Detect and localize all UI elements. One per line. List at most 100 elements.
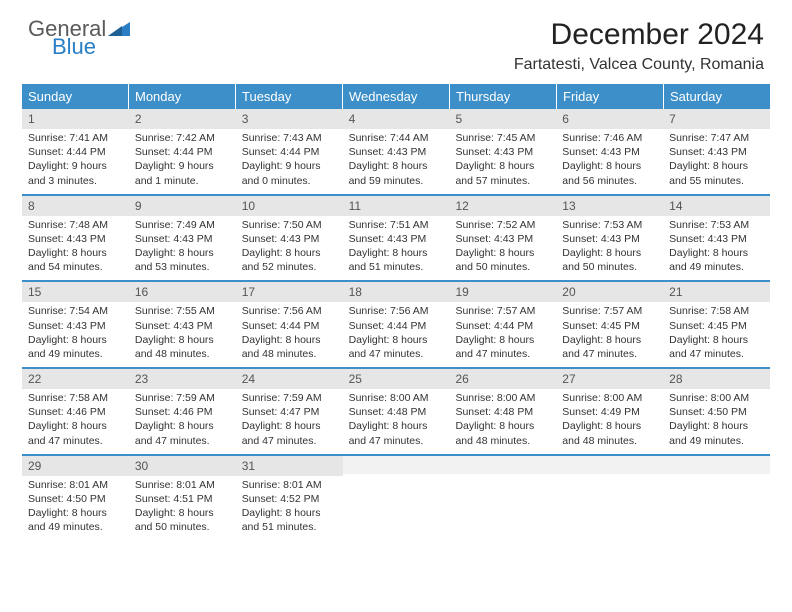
sunrise-text: Sunrise: 7:43 AM <box>242 131 337 145</box>
day-details: Sunrise: 7:45 AMSunset: 4:43 PMDaylight:… <box>449 129 556 194</box>
daylight-text: Daylight: 8 hours and 56 minutes. <box>562 159 657 187</box>
sunset-text: Sunset: 4:50 PM <box>669 405 764 419</box>
sunset-text: Sunset: 4:44 PM <box>349 319 444 333</box>
day-details: Sunrise: 7:57 AMSunset: 4:44 PMDaylight:… <box>449 302 556 367</box>
day-details: Sunrise: 7:46 AMSunset: 4:43 PMDaylight:… <box>556 129 663 194</box>
daylight-text: Daylight: 8 hours and 47 minutes. <box>135 419 230 447</box>
day-header-monday: Monday <box>129 84 236 109</box>
day-details: Sunrise: 8:01 AMSunset: 4:52 PMDaylight:… <box>236 476 343 541</box>
day-details: Sunrise: 8:00 AMSunset: 4:49 PMDaylight:… <box>556 389 663 454</box>
sunset-text: Sunset: 4:43 PM <box>455 232 550 246</box>
calendar-cell: 13Sunrise: 7:53 AMSunset: 4:43 PMDayligh… <box>556 196 663 281</box>
daylight-text: Daylight: 8 hours and 48 minutes. <box>562 419 657 447</box>
sunrise-text: Sunrise: 7:48 AM <box>28 218 123 232</box>
calendar-cell <box>343 456 450 541</box>
day-details: Sunrise: 7:47 AMSunset: 4:43 PMDaylight:… <box>663 129 770 194</box>
day-number: 25 <box>343 369 450 389</box>
calendar-cell: 20Sunrise: 7:57 AMSunset: 4:45 PMDayligh… <box>556 282 663 367</box>
day-details: Sunrise: 8:01 AMSunset: 4:51 PMDaylight:… <box>129 476 236 541</box>
sunset-text: Sunset: 4:48 PM <box>349 405 444 419</box>
day-details: Sunrise: 7:49 AMSunset: 4:43 PMDaylight:… <box>129 216 236 281</box>
calendar-cell: 14Sunrise: 7:53 AMSunset: 4:43 PMDayligh… <box>663 196 770 281</box>
daylight-text: Daylight: 8 hours and 49 minutes. <box>28 333 123 361</box>
title-block: December 2024 Fartatesti, Valcea County,… <box>514 18 764 74</box>
daylight-text: Daylight: 8 hours and 53 minutes. <box>135 246 230 274</box>
daylight-text: Daylight: 9 hours and 1 minute. <box>135 159 230 187</box>
daylight-text: Daylight: 8 hours and 55 minutes. <box>669 159 764 187</box>
sunset-text: Sunset: 4:47 PM <box>242 405 337 419</box>
sunset-text: Sunset: 4:43 PM <box>562 232 657 246</box>
day-details: Sunrise: 7:44 AMSunset: 4:43 PMDaylight:… <box>343 129 450 194</box>
logo-triangle-icon <box>108 20 130 36</box>
day-header-tuesday: Tuesday <box>236 84 343 109</box>
sunset-text: Sunset: 4:46 PM <box>135 405 230 419</box>
calendar-cell: 16Sunrise: 7:55 AMSunset: 4:43 PMDayligh… <box>129 282 236 367</box>
daylight-text: Daylight: 8 hours and 49 minutes. <box>28 506 123 534</box>
day-number: 21 <box>663 282 770 302</box>
week-row: 8Sunrise: 7:48 AMSunset: 4:43 PMDaylight… <box>22 196 770 283</box>
sunrise-text: Sunrise: 8:00 AM <box>669 391 764 405</box>
day-header-wednesday: Wednesday <box>343 84 450 109</box>
sunrise-text: Sunrise: 7:53 AM <box>669 218 764 232</box>
sunset-text: Sunset: 4:43 PM <box>349 232 444 246</box>
calendar-cell: 11Sunrise: 7:51 AMSunset: 4:43 PMDayligh… <box>343 196 450 281</box>
day-number: 10 <box>236 196 343 216</box>
sunset-text: Sunset: 4:43 PM <box>562 145 657 159</box>
calendar-cell: 8Sunrise: 7:48 AMSunset: 4:43 PMDaylight… <box>22 196 129 281</box>
sunset-text: Sunset: 4:43 PM <box>135 319 230 333</box>
daylight-text: Daylight: 8 hours and 48 minutes. <box>135 333 230 361</box>
day-header-saturday: Saturday <box>664 84 770 109</box>
daylight-text: Daylight: 8 hours and 49 minutes. <box>669 246 764 274</box>
calendar-cell <box>449 456 556 541</box>
day-number: 16 <box>129 282 236 302</box>
daylight-text: Daylight: 8 hours and 48 minutes. <box>242 333 337 361</box>
calendar-cell: 7Sunrise: 7:47 AMSunset: 4:43 PMDaylight… <box>663 109 770 194</box>
day-number: 5 <box>449 109 556 129</box>
day-details: Sunrise: 8:01 AMSunset: 4:50 PMDaylight:… <box>22 476 129 541</box>
sunrise-text: Sunrise: 7:41 AM <box>28 131 123 145</box>
sunrise-text: Sunrise: 8:01 AM <box>242 478 337 492</box>
sunset-text: Sunset: 4:45 PM <box>669 319 764 333</box>
daylight-text: Daylight: 9 hours and 0 minutes. <box>242 159 337 187</box>
calendar-cell: 31Sunrise: 8:01 AMSunset: 4:52 PMDayligh… <box>236 456 343 541</box>
week-row: 15Sunrise: 7:54 AMSunset: 4:43 PMDayligh… <box>22 282 770 369</box>
calendar-cell: 12Sunrise: 7:52 AMSunset: 4:43 PMDayligh… <box>449 196 556 281</box>
sunset-text: Sunset: 4:43 PM <box>28 319 123 333</box>
day-number: 1 <box>22 109 129 129</box>
sunrise-text: Sunrise: 7:54 AM <box>28 304 123 318</box>
daylight-text: Daylight: 8 hours and 48 minutes. <box>455 419 550 447</box>
day-details: Sunrise: 7:50 AMSunset: 4:43 PMDaylight:… <box>236 216 343 281</box>
calendar-cell: 15Sunrise: 7:54 AMSunset: 4:43 PMDayligh… <box>22 282 129 367</box>
calendar-cell: 1Sunrise: 7:41 AMSunset: 4:44 PMDaylight… <box>22 109 129 194</box>
day-number: 28 <box>663 369 770 389</box>
daylight-text: Daylight: 8 hours and 47 minutes. <box>242 419 337 447</box>
calendar-cell: 4Sunrise: 7:44 AMSunset: 4:43 PMDaylight… <box>343 109 450 194</box>
calendar: Sunday Monday Tuesday Wednesday Thursday… <box>22 84 770 540</box>
sunset-text: Sunset: 4:44 PM <box>242 145 337 159</box>
calendar-cell <box>556 456 663 541</box>
day-details: Sunrise: 7:55 AMSunset: 4:43 PMDaylight:… <box>129 302 236 367</box>
daylight-text: Daylight: 8 hours and 51 minutes. <box>349 246 444 274</box>
day-number: 20 <box>556 282 663 302</box>
daylight-text: Daylight: 8 hours and 47 minutes. <box>349 419 444 447</box>
day-number: 14 <box>663 196 770 216</box>
daylight-text: Daylight: 8 hours and 47 minutes. <box>28 419 123 447</box>
calendar-cell: 28Sunrise: 8:00 AMSunset: 4:50 PMDayligh… <box>663 369 770 454</box>
calendar-cell: 9Sunrise: 7:49 AMSunset: 4:43 PMDaylight… <box>129 196 236 281</box>
day-headers-row: Sunday Monday Tuesday Wednesday Thursday… <box>22 84 770 109</box>
sunset-text: Sunset: 4:44 PM <box>242 319 337 333</box>
calendar-cell: 6Sunrise: 7:46 AMSunset: 4:43 PMDaylight… <box>556 109 663 194</box>
day-number: 19 <box>449 282 556 302</box>
day-number: 26 <box>449 369 556 389</box>
sunrise-text: Sunrise: 7:58 AM <box>28 391 123 405</box>
calendar-cell <box>663 456 770 541</box>
day-details: Sunrise: 7:43 AMSunset: 4:44 PMDaylight:… <box>236 129 343 194</box>
week-row: 29Sunrise: 8:01 AMSunset: 4:50 PMDayligh… <box>22 456 770 541</box>
calendar-cell: 10Sunrise: 7:50 AMSunset: 4:43 PMDayligh… <box>236 196 343 281</box>
day-details: Sunrise: 7:52 AMSunset: 4:43 PMDaylight:… <box>449 216 556 281</box>
sunrise-text: Sunrise: 7:57 AM <box>562 304 657 318</box>
day-number: 7 <box>663 109 770 129</box>
day-number: 30 <box>129 456 236 476</box>
sunrise-text: Sunrise: 8:01 AM <box>135 478 230 492</box>
calendar-cell: 27Sunrise: 8:00 AMSunset: 4:49 PMDayligh… <box>556 369 663 454</box>
